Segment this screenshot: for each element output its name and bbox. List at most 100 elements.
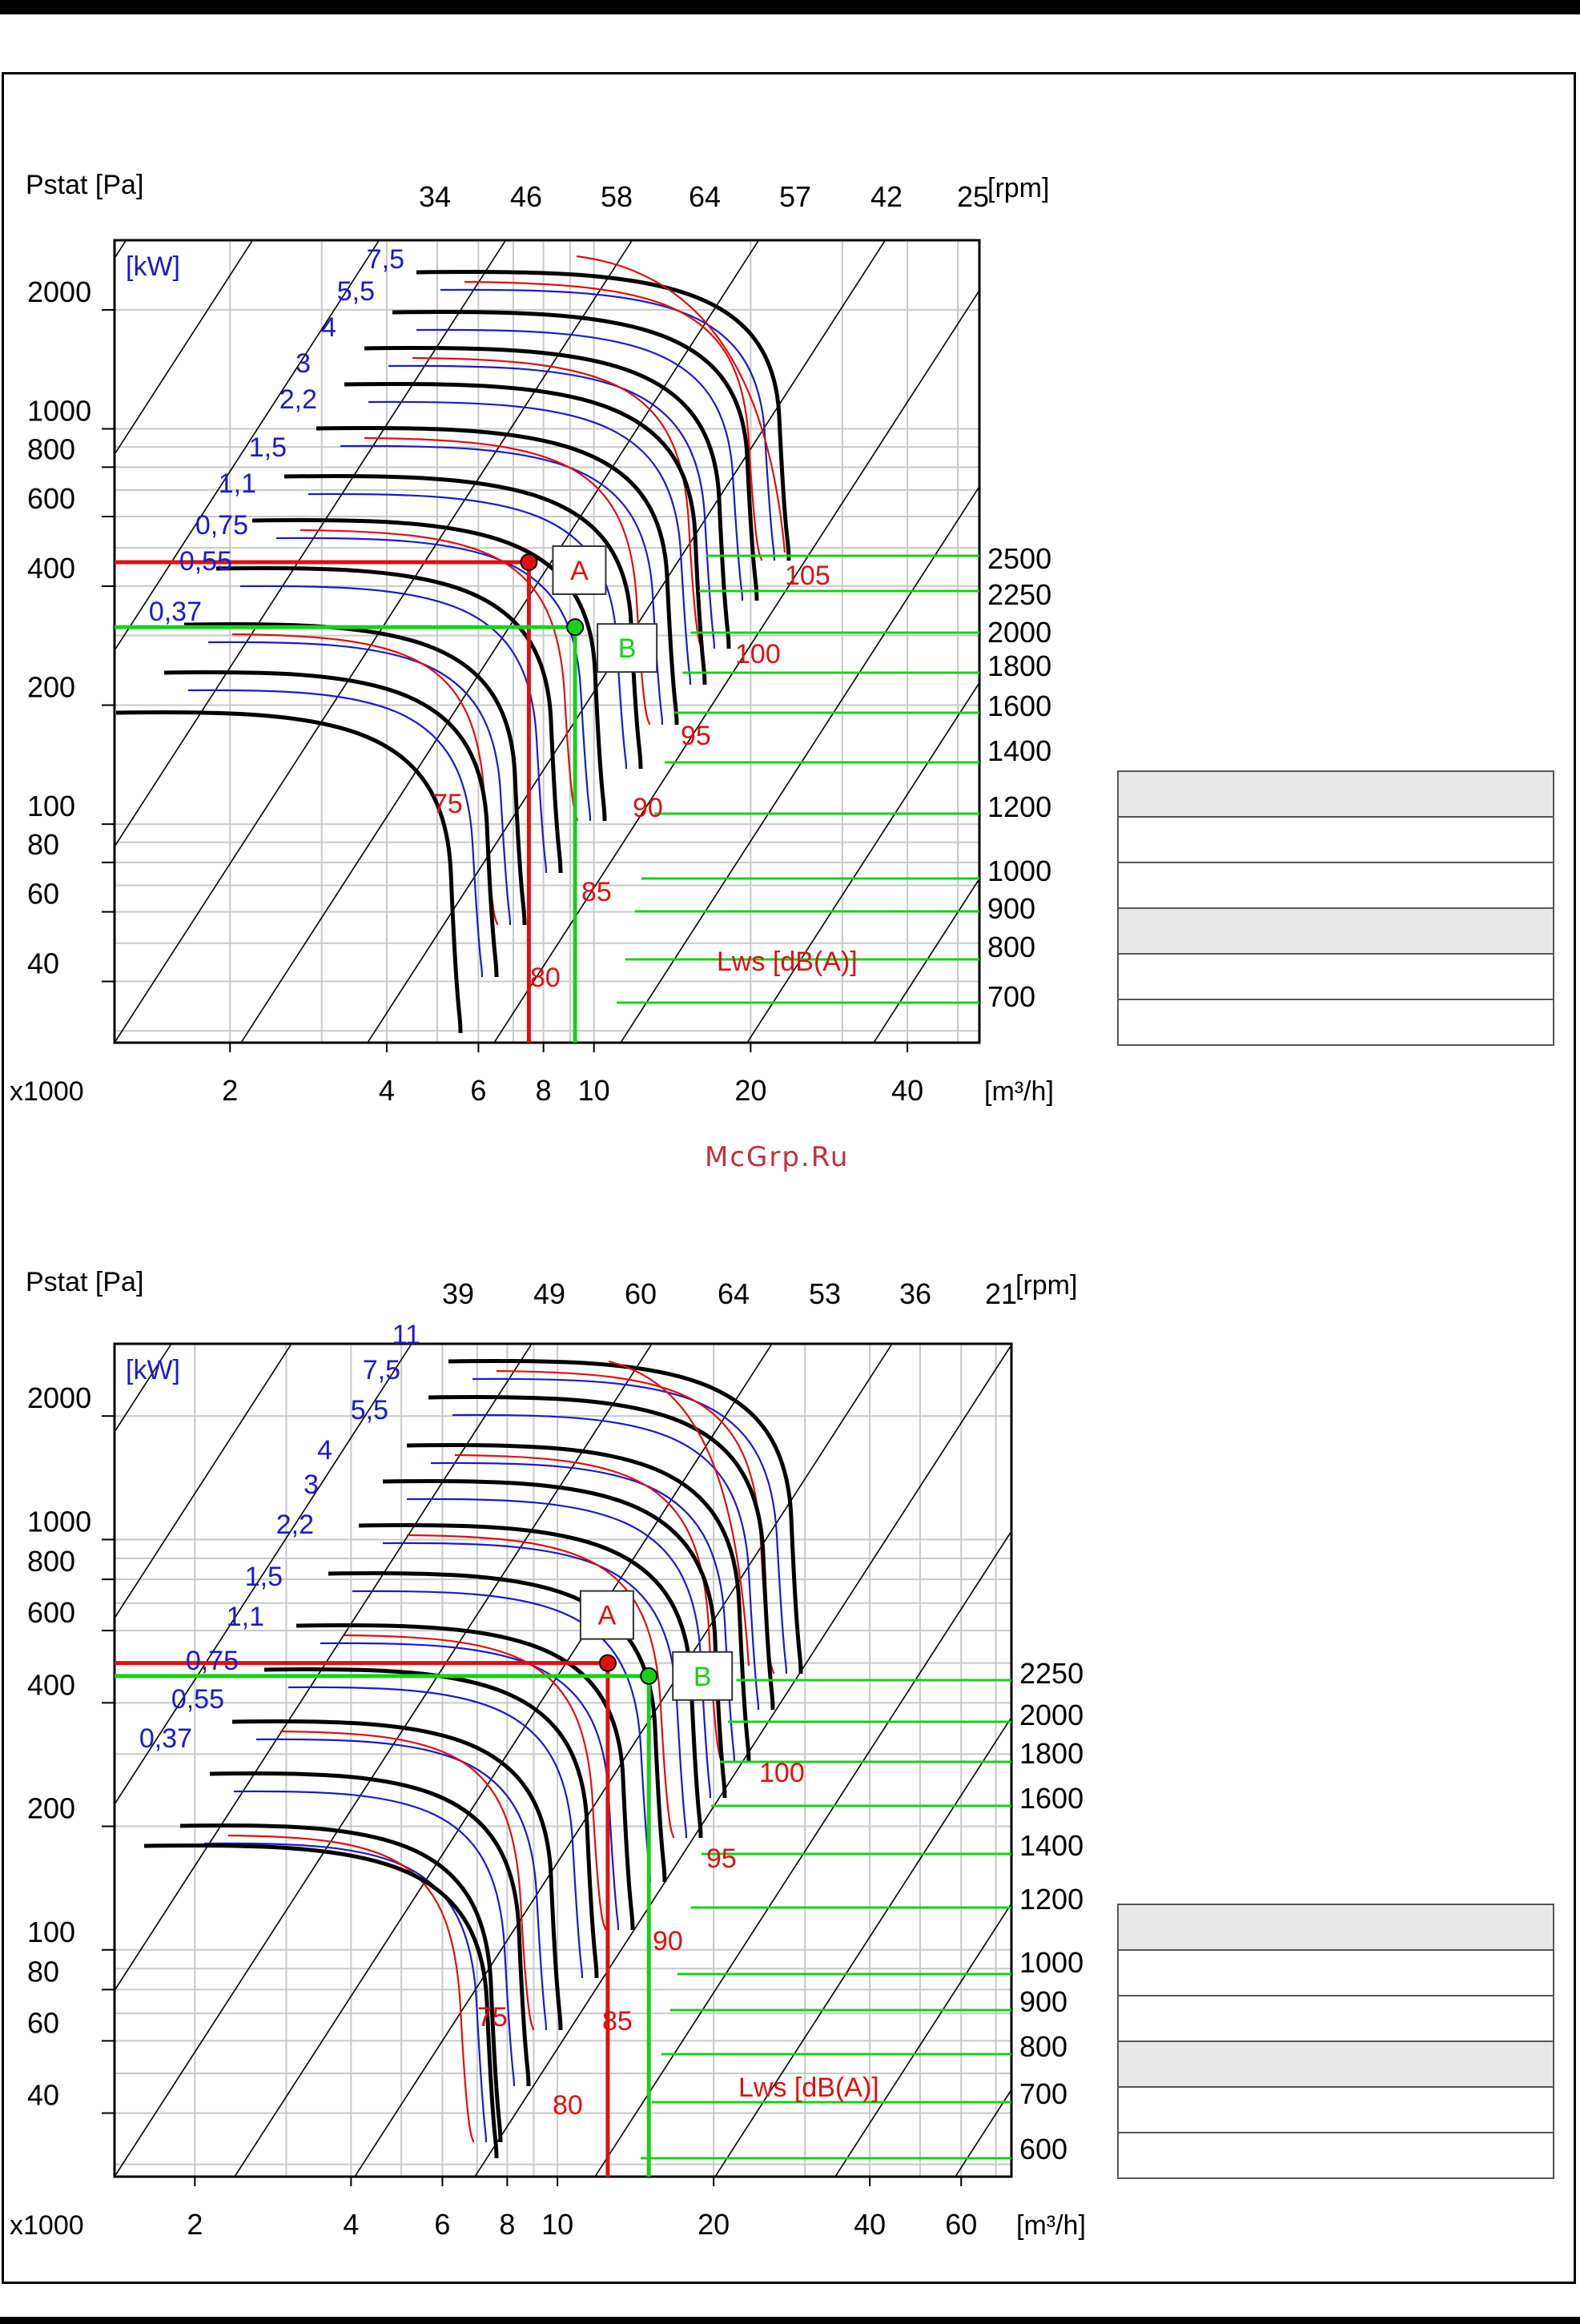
speed-label: 1200: [987, 790, 1051, 823]
table-cell: [1117, 862, 1554, 909]
fan-curve-line: [163, 669, 499, 978]
curve-group: [0, 1344, 1011, 2177]
x-tick-label: 60: [945, 2208, 977, 2241]
power-curve-line: [452, 1413, 760, 1711]
rpm-label: 57: [779, 180, 811, 213]
system-curve-line: [115, 240, 127, 259]
noise-level-label: 95: [681, 721, 711, 751]
table-row: [1117, 770, 1554, 818]
kw-curve-label: 3: [295, 348, 311, 379]
system-curve-line: [234, 1344, 773, 2177]
noise-level-label: 80: [530, 963, 561, 993]
noise-curve-line: [344, 1634, 607, 1931]
speed-label: 1600: [1019, 1782, 1083, 1815]
y-tick-label: 80: [27, 1955, 59, 1988]
rpm-label: 36: [899, 1277, 931, 1310]
x-tick-label: 4: [379, 1074, 395, 1107]
x-axis-unit-label: [m³/h]: [984, 1076, 1054, 1107]
rpm-label: 60: [625, 1277, 657, 1310]
plot-area-frame: [113, 1342, 1013, 2178]
table-cell: [1117, 2132, 1554, 2179]
table-row: [1117, 862, 1554, 909]
kw-curve-label: 1,5: [245, 1562, 283, 1592]
noise-level-label: 75: [477, 2002, 508, 2032]
y-tick-label: 100: [27, 790, 75, 822]
y-tick-label: 1000: [27, 1505, 91, 1538]
spec-table-1: [1117, 770, 1554, 1046]
noise-level-label: 75: [432, 789, 463, 819]
kw-curve-label: 0,37: [139, 1723, 192, 1754]
system-curve-line: [0, 1344, 51, 2177]
x-tick-label: 20: [698, 2208, 730, 2241]
speed-label: 2250: [1019, 1657, 1083, 1690]
table-row: [1117, 2041, 1554, 2088]
speed-label: 1400: [987, 734, 1051, 767]
power-curve-line: [275, 537, 592, 822]
rpm-label: 39: [442, 1277, 474, 1310]
table-row: [1117, 907, 1554, 955]
speed-label: 700: [987, 980, 1035, 1013]
table-cell: [1117, 2041, 1554, 2088]
fan-curve-line: [295, 1622, 635, 1931]
speed-label: 1000: [987, 854, 1051, 887]
system-curve-line: [873, 877, 979, 1043]
speed-label: 800: [1019, 2030, 1067, 2063]
noise-level-label: 95: [706, 1844, 737, 1874]
noise-curve-line: [464, 280, 763, 561]
y-tick-label: 60: [27, 878, 59, 911]
kw-curve-label: 2,2: [279, 384, 317, 415]
rpm-unit-label: [rpm]: [987, 173, 1049, 203]
kw-curve-label: 1,1: [219, 468, 256, 499]
point-b-label: B: [694, 1662, 712, 1692]
x-tick-label: 10: [541, 2208, 573, 2241]
speed-label: 1000: [1019, 1946, 1083, 1979]
y-tick-label: 40: [27, 2079, 59, 2112]
noise-level-label: 90: [653, 1926, 683, 1956]
speed-label: 600: [1019, 2133, 1067, 2165]
point-b-marker: [640, 1667, 658, 1685]
kw-unit-label: [kW]: [126, 251, 180, 282]
power-curve-line: [340, 444, 664, 726]
table-row: [1117, 2086, 1554, 2133]
speed-label: 700: [1019, 2077, 1067, 2110]
fan-curve-line: [263, 1667, 599, 1979]
y-tick-label: 200: [27, 1792, 75, 1825]
y-tick-label: 2000: [27, 275, 91, 308]
noise-curve-line: [227, 1834, 475, 2143]
x-tick-label: 2: [222, 1074, 238, 1107]
rpm-unit-label: [rpm]: [1015, 1270, 1077, 1301]
y-tick-label: 80: [27, 828, 59, 861]
fan-curve-line: [448, 1358, 803, 1675]
point-a-label: A: [570, 556, 589, 586]
noise-level-label: 80: [553, 2090, 583, 2121]
fan-curve-line: [115, 710, 463, 1034]
noise-level-label: 85: [602, 2006, 633, 2037]
rpm-label: 21: [985, 1277, 1017, 1310]
system-curve-line: [115, 240, 254, 456]
speed-label: 1800: [987, 649, 1051, 682]
speed-label: 1400: [1019, 1829, 1083, 1862]
y-tick-label: 40: [27, 947, 59, 980]
power-curve-line: [207, 641, 512, 926]
power-curve-line: [233, 1790, 516, 2087]
system-curve-line: [594, 1530, 1011, 2177]
system-curve-line: [493, 289, 979, 1043]
y-tick-label: 600: [27, 1596, 75, 1629]
fan-curve-line: [406, 1442, 751, 1763]
fan-curve-line: [251, 517, 607, 822]
system-curve-line: [115, 1344, 653, 2177]
fan-curve-line: [179, 1823, 503, 2143]
y-tick-label: 800: [27, 1545, 75, 1578]
page-frame: [2, 72, 1576, 2284]
fan-curve-line: [215, 565, 563, 874]
plot-area-frame: [113, 239, 981, 1044]
fan-curve-line: [316, 425, 679, 726]
noise-level-label: 100: [735, 639, 781, 669]
rpm-label: 53: [809, 1277, 841, 1310]
fan-curve-line: [416, 269, 791, 561]
noise-unit-label: Lws [dB(A)]: [738, 2073, 879, 2103]
noise-limit-curve: [608, 1360, 750, 1667]
kw-curve-label: 0,75: [186, 1646, 239, 1676]
fan-curve-line: [428, 1394, 775, 1711]
table-cell: [1117, 999, 1554, 1046]
